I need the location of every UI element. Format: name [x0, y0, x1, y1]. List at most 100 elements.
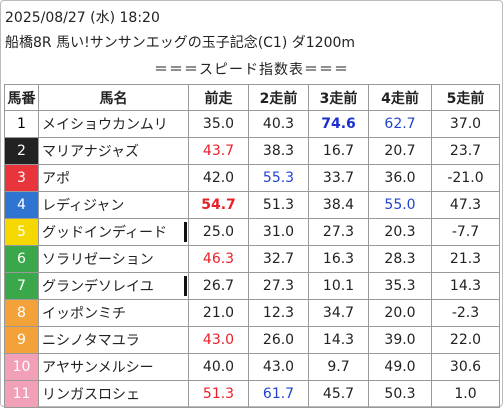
speed-index: 1.0 [431, 380, 500, 408]
speed-index: 26.0 [248, 326, 309, 354]
speed-index: 43.0 [188, 326, 249, 354]
speed-index: 32.7 [248, 245, 309, 273]
speed-index: 30.6 [431, 353, 500, 381]
speed-index: 74.6 [308, 110, 369, 138]
horse-number: 5 [4, 218, 39, 246]
speed-index: 9.7 [308, 353, 369, 381]
speed-index: 16.7 [308, 137, 369, 165]
speed-index: 38.4 [308, 191, 369, 219]
horse-number: 4 [4, 191, 39, 219]
horse-number: 1 [4, 110, 39, 138]
horse-number: 10 [4, 353, 39, 381]
speed-index: 54.7 [188, 191, 249, 219]
horse-name: グランデソレイユ [38, 272, 189, 300]
speed-index: 20.3 [368, 218, 432, 246]
speed-index: 28.3 [368, 245, 432, 273]
speed-index: 46.3 [188, 245, 249, 273]
column-header: 5走前 [431, 84, 500, 111]
speed-index: -21.0 [431, 164, 500, 192]
speed-index: 62.7 [368, 110, 432, 138]
speed-index: 39.0 [368, 326, 432, 354]
horse-name: レディジャン [38, 191, 189, 219]
speed-index: 47.3 [431, 191, 500, 219]
row: 6 ソラリゼーション 46.3 32.7 16.3 28.3 21.3 [4, 245, 500, 273]
speed-index: 40.0 [188, 353, 249, 381]
row: 2 マリアナジャズ 43.7 38.3 16.7 20.7 23.7 [4, 137, 500, 165]
name-marker [184, 222, 187, 242]
speed-index: 45.7 [308, 380, 369, 408]
horse-name: マリアナジャズ [38, 137, 189, 165]
horse-name: メイショウカンムリ [38, 110, 189, 138]
column-header: 3走前 [308, 84, 369, 111]
row: 1 メイショウカンムリ 35.0 40.3 74.6 62.7 37.0 [4, 110, 500, 138]
speed-index: 21.0 [188, 299, 249, 327]
speed-table: 馬番 馬名 前走 2走前 3走前 4走前 5走前 1 メイショウカンムリ 35.0 40.3 74.… [4, 84, 500, 408]
speed-index: 51.3 [248, 191, 309, 219]
horse-number: 6 [4, 245, 39, 273]
horse-name: アポ [38, 164, 189, 192]
horse-number: 8 [4, 299, 39, 327]
speed-index: 20.0 [368, 299, 432, 327]
column-header: 馬番 [4, 84, 39, 111]
datetime: 2025/08/27 (水) 18:20 [5, 10, 160, 26]
header-row: 馬番 馬名 前走 2走前 3走前 4走前 5走前 [4, 84, 500, 111]
table-body: 1 メイショウカンムリ 35.0 40.3 74.6 62.7 37.0 2 マリアナジャズ 43… [4, 110, 500, 408]
row: 4 レディジャン 54.7 51.3 38.4 55.0 47.3 [4, 191, 500, 219]
row: 11 リンガスロシェ 51.3 61.7 45.7 50.3 1.0 [4, 380, 500, 408]
speed-index: 49.0 [368, 353, 432, 381]
speed-index: 51.3 [188, 380, 249, 408]
speed-index: 12.3 [248, 299, 309, 327]
speed-index: 35.3 [368, 272, 432, 300]
horse-number: 3 [4, 164, 39, 192]
speed-index: 14.3 [431, 272, 500, 300]
section-title: ＝＝＝スピード指数表＝＝＝ [154, 62, 349, 78]
horse-name: ソラリゼーション [38, 245, 189, 273]
speed-index: 23.7 [431, 137, 500, 165]
horse-name: イッポンミチ [38, 299, 189, 327]
speed-index: 33.7 [308, 164, 369, 192]
speed-index: 43.0 [248, 353, 309, 381]
speed-index: 25.0 [188, 218, 249, 246]
speed-index: 55.3 [248, 164, 309, 192]
row: 8 イッポンミチ 21.0 12.3 34.7 20.0 -2.3 [4, 299, 500, 327]
horse-name: グッドインディード [38, 218, 189, 246]
speed-index: 36.0 [368, 164, 432, 192]
speed-index: 61.7 [248, 380, 309, 408]
row: 10 アヤサンメルシー 40.0 43.0 9.7 49.0 30.6 [4, 353, 500, 381]
column-header: 馬名 [38, 84, 189, 111]
speed-index: 14.3 [308, 326, 369, 354]
horse-number: 2 [4, 137, 39, 165]
row: 9 ニシノタマユラ 43.0 26.0 14.3 39.0 22.0 [4, 326, 500, 354]
speed-index: 43.7 [188, 137, 249, 165]
speed-index: 35.0 [188, 110, 249, 138]
horse-number: 7 [4, 272, 39, 300]
horse-number: 11 [4, 380, 39, 408]
speed-index: 20.7 [368, 137, 432, 165]
name-marker [184, 276, 187, 296]
speed-index: 26.7 [188, 272, 249, 300]
column-header: 2走前 [248, 84, 309, 111]
speed-index: 27.3 [308, 218, 369, 246]
speed-index: 21.3 [431, 245, 500, 273]
horse-name: ニシノタマユラ [38, 326, 189, 354]
horse-name: アヤサンメルシー [38, 353, 189, 381]
row: 5 グッドインディード 25.0 31.0 27.3 20.3 -7.7 [4, 218, 500, 246]
speed-index: 40.3 [248, 110, 309, 138]
speed-index: -2.3 [431, 299, 500, 327]
horse-name: リンガスロシェ [38, 380, 189, 408]
column-header: 4走前 [368, 84, 432, 111]
speed-index: 34.7 [308, 299, 369, 327]
speed-index: 10.1 [308, 272, 369, 300]
speed-index: 31.0 [248, 218, 309, 246]
speed-index: 22.0 [431, 326, 500, 354]
speed-index: 55.0 [368, 191, 432, 219]
column-header: 前走 [188, 84, 249, 111]
speed-index: 16.3 [308, 245, 369, 273]
speed-index: 50.3 [368, 380, 432, 408]
speed-index: -7.7 [431, 218, 500, 246]
race-title: 船橋8R 馬い!サンサンエッグの玉子記念(C1) ダ1200m [5, 35, 356, 51]
horse-number: 9 [4, 326, 39, 354]
speed-index: 27.3 [248, 272, 309, 300]
speed-index: 37.0 [431, 110, 500, 138]
